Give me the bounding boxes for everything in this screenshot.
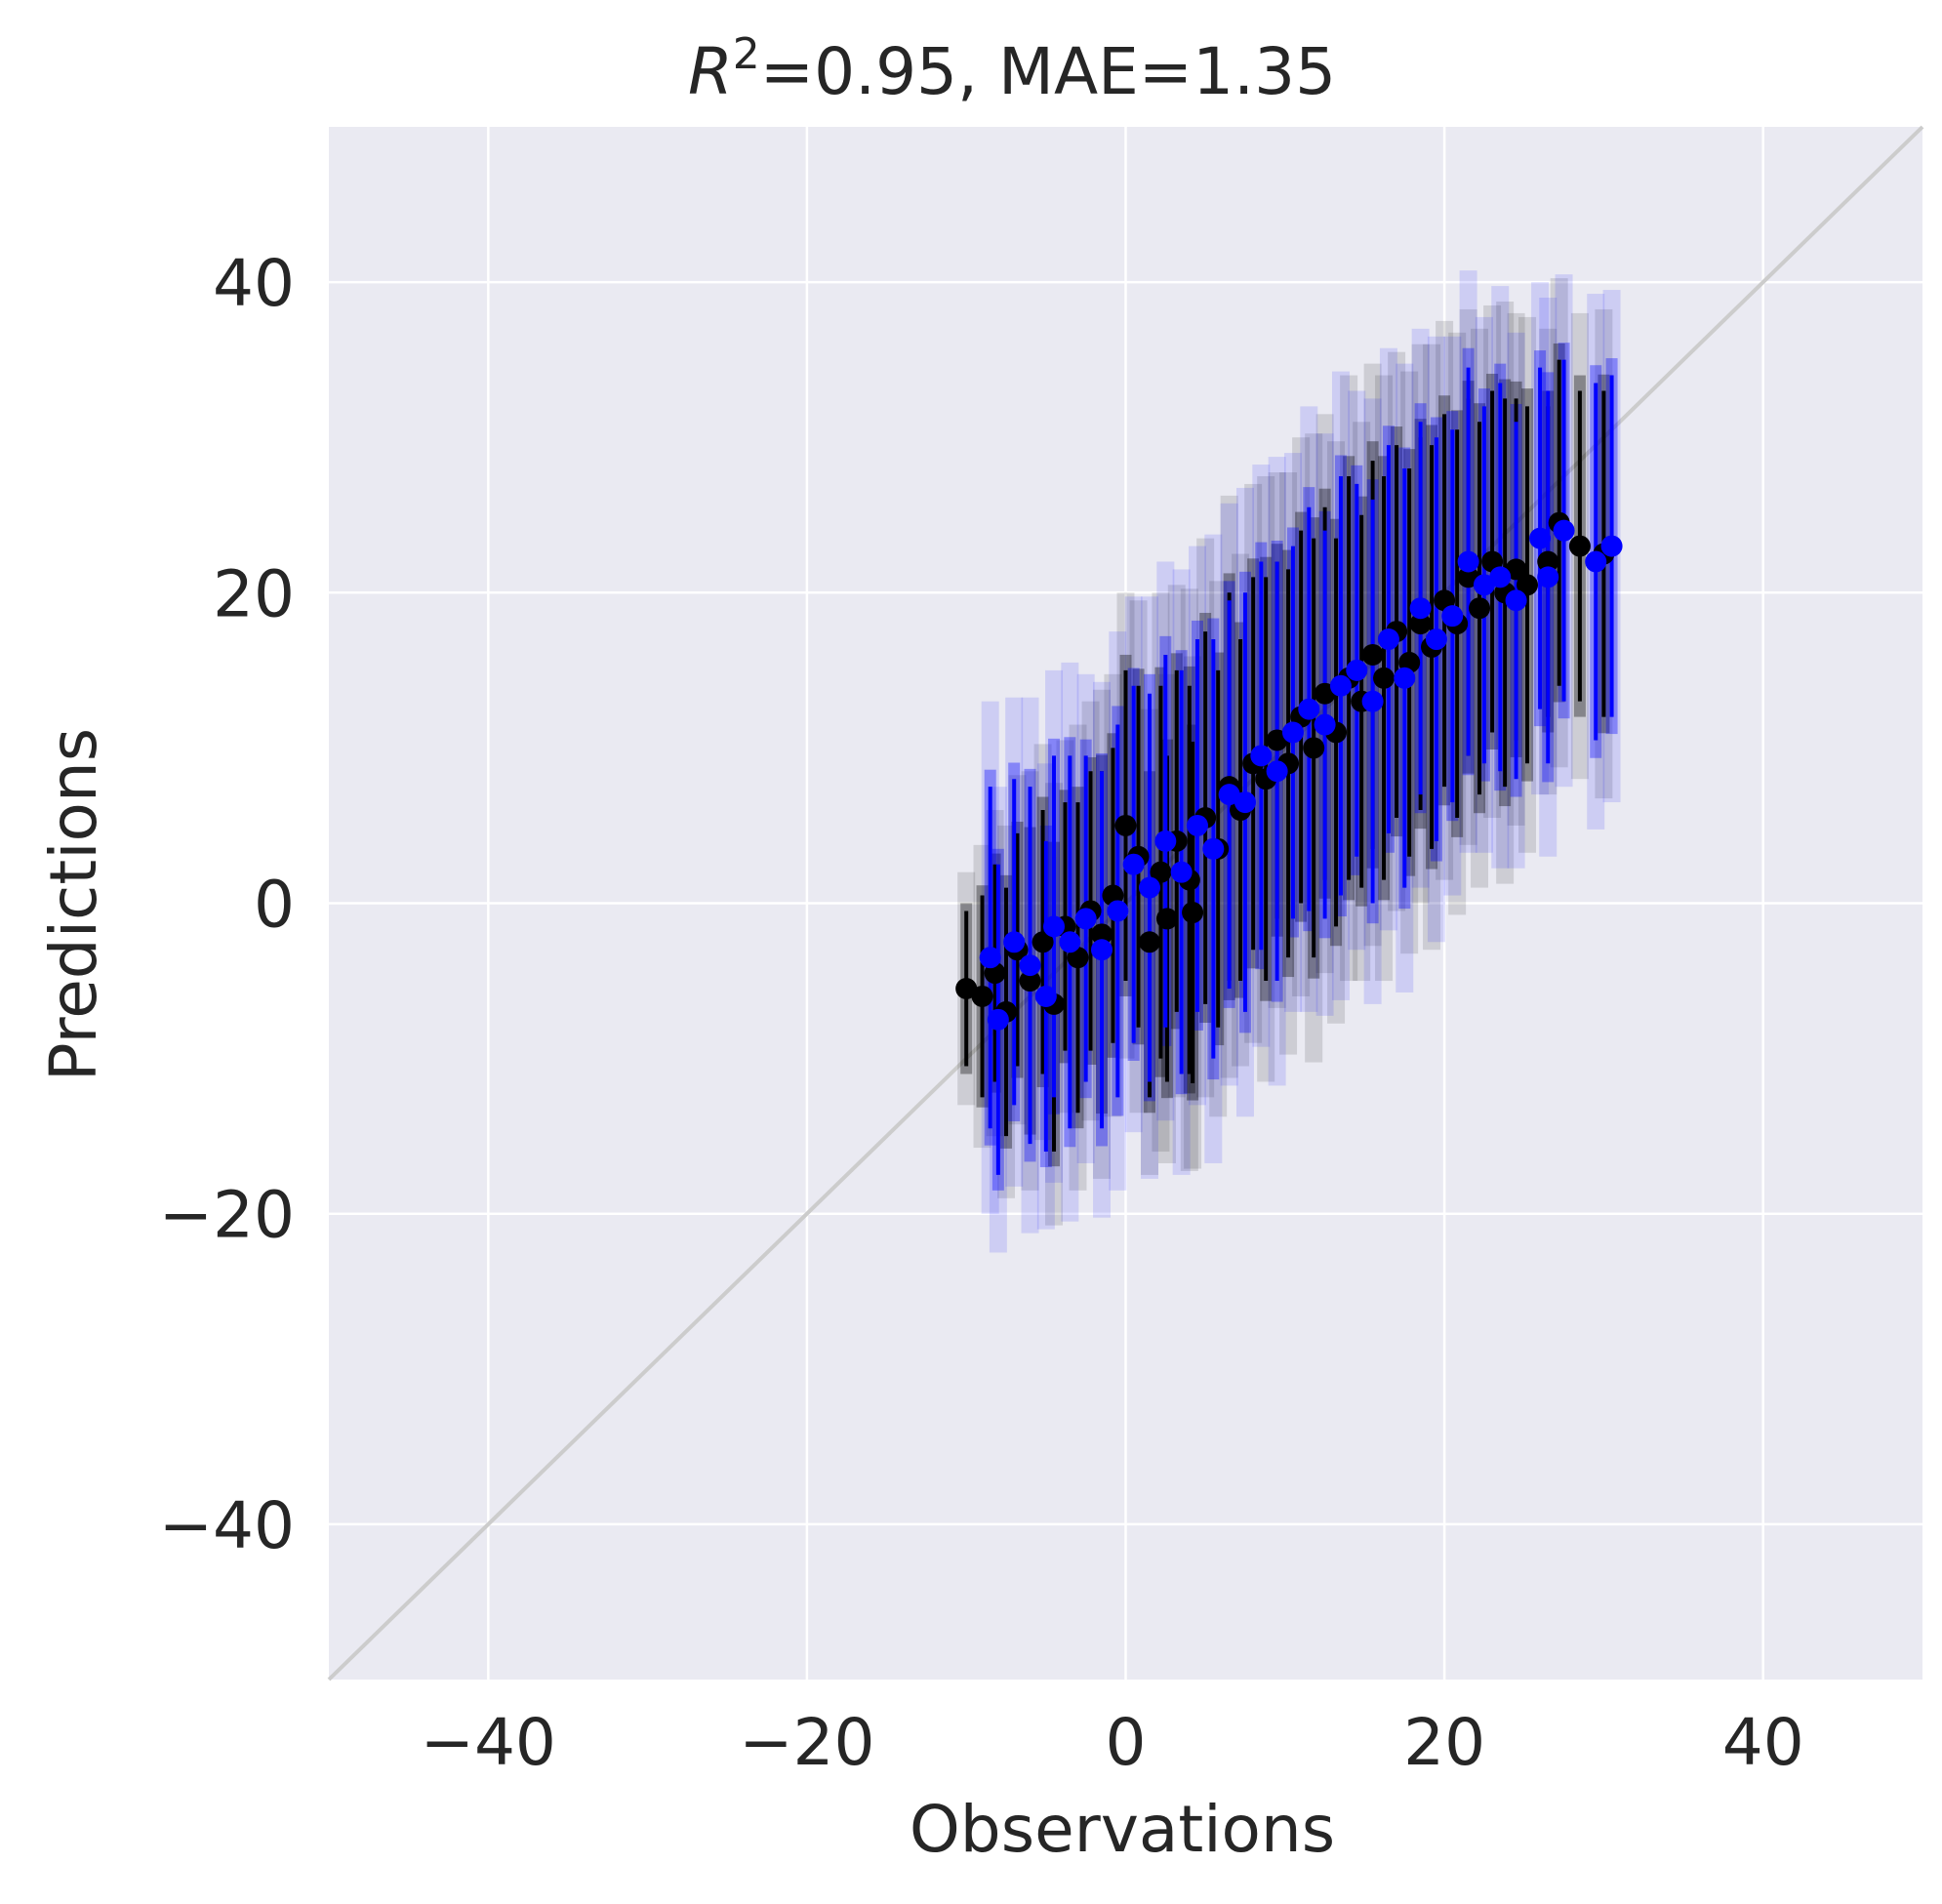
data-point [1170, 861, 1193, 883]
title-r-symbol: R [688, 34, 733, 109]
data-point [1266, 760, 1288, 783]
data-point [1266, 729, 1288, 751]
y-tick-label: 20 [213, 556, 295, 631]
data-point [1409, 613, 1432, 635]
data-point [1373, 667, 1396, 689]
data-point [1529, 527, 1552, 549]
data-point [1394, 667, 1416, 689]
data-point [1122, 853, 1145, 875]
data-point [1346, 659, 1368, 681]
data-point [1059, 931, 1081, 953]
data-point [1585, 550, 1607, 573]
data-point [1107, 900, 1129, 922]
data-point [1505, 589, 1527, 612]
data-point [1019, 970, 1041, 993]
y-axis-label: Predictions [36, 728, 111, 1081]
data-point [1457, 550, 1479, 573]
y-tick-label: 40 [213, 246, 295, 321]
data-layer [955, 270, 1623, 1253]
data-point [1409, 597, 1432, 620]
y-tick-label: −20 [159, 1178, 295, 1253]
data-point [1154, 830, 1177, 852]
data-point [1043, 915, 1066, 938]
data-point [971, 985, 993, 1007]
data-point [1329, 674, 1352, 697]
data-point [955, 978, 978, 1000]
data-point [1281, 721, 1304, 744]
data-point [1155, 908, 1178, 930]
data-point [1182, 902, 1204, 924]
data-point [1303, 737, 1325, 759]
data-point [1457, 566, 1479, 588]
data-point [1425, 628, 1447, 651]
data-point [1314, 682, 1336, 705]
data-point [1150, 861, 1172, 883]
data-point [1202, 837, 1225, 860]
y-axis-ticks: −40 −20 0 20 40 [159, 246, 295, 1563]
data-point [1361, 690, 1384, 712]
y-tick-label: 0 [254, 868, 295, 943]
x-tick-label: −40 [421, 1705, 556, 1780]
data-point [1032, 931, 1054, 953]
chart-title: R2=0.95, MAE=1.35 [688, 29, 1336, 109]
data-point [1377, 628, 1399, 651]
data-point [1537, 550, 1559, 573]
data-point [1568, 535, 1591, 557]
data-point [1473, 574, 1495, 596]
data-point [1138, 931, 1160, 953]
data-point [1091, 939, 1113, 961]
x-tick-label: 20 [1403, 1705, 1485, 1780]
data-point [987, 1008, 1009, 1031]
data-point [1091, 923, 1113, 946]
title-metrics: =0.95, MAE=1.35 [760, 34, 1336, 109]
data-point [1138, 876, 1160, 899]
data-point [1234, 791, 1256, 814]
data-point [1186, 814, 1208, 836]
data-point [1114, 814, 1137, 836]
data-point [1441, 605, 1464, 628]
x-tick-label: 40 [1722, 1705, 1804, 1780]
data-point [1314, 713, 1336, 736]
y-tick-label: −40 [159, 1488, 295, 1563]
title-superscript: 2 [733, 29, 760, 79]
data-point [1218, 784, 1240, 806]
x-axis-ticks: −40 −20 0 20 40 [421, 1705, 1804, 1780]
data-point [1019, 954, 1041, 977]
data-point [979, 947, 1001, 969]
data-point [1600, 535, 1623, 557]
data-point [1489, 566, 1512, 588]
x-tick-label: 0 [1106, 1705, 1147, 1780]
data-point [1003, 931, 1026, 953]
data-point [1517, 574, 1539, 596]
data-point [1505, 558, 1527, 581]
data-point [1034, 985, 1057, 1007]
data-point [1298, 698, 1320, 720]
data-point [1361, 643, 1384, 666]
data-point [1537, 566, 1559, 588]
data-point [1250, 745, 1273, 767]
data-point [1469, 597, 1491, 620]
data-point [1074, 908, 1097, 930]
x-axis-label: Observations [910, 1792, 1335, 1867]
data-point [1553, 519, 1575, 542]
x-tick-label: −20 [739, 1705, 874, 1780]
